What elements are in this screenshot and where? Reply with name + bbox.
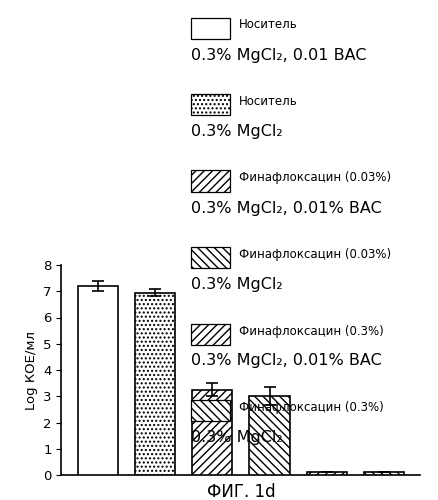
Text: Носитель: Носитель: [239, 95, 297, 108]
Text: 0.3% MgCl₂, 0.01% BAC: 0.3% MgCl₂, 0.01% BAC: [191, 354, 381, 368]
Text: 0.3% MgCl₂, 0.01% BAC: 0.3% MgCl₂, 0.01% BAC: [191, 200, 381, 216]
Bar: [250, 396, 290, 475]
Bar: [364, 472, 404, 475]
Bar: [135, 292, 175, 475]
Bar: [307, 472, 347, 475]
Text: 0.3% MgCl₂: 0.3% MgCl₂: [191, 430, 282, 445]
Text: Носитель: Носитель: [239, 18, 297, 32]
Text: Финафлоксацин (0.3%): Финафлоксацин (0.3%): [239, 401, 383, 414]
X-axis label: ФИГ. 1d: ФИГ. 1d: [207, 484, 275, 500]
Text: Финафлоксацин (0.3%): Финафлоксацин (0.3%): [239, 324, 383, 338]
Text: 0.3% MgCl₂: 0.3% MgCl₂: [191, 277, 282, 292]
Y-axis label: Log КОЕ/мл: Log КОЕ/мл: [25, 330, 38, 409]
Bar: [78, 286, 118, 475]
Text: Финафлоксацин (0.03%): Финафлоксацин (0.03%): [239, 172, 391, 184]
Text: Финафлоксацин (0.03%): Финафлоксацин (0.03%): [239, 248, 391, 261]
Bar: [192, 390, 232, 475]
Text: 0.3% MgCl₂: 0.3% MgCl₂: [191, 124, 282, 139]
Text: 0.3% MgCl₂, 0.01 BAC: 0.3% MgCl₂, 0.01 BAC: [191, 48, 366, 62]
